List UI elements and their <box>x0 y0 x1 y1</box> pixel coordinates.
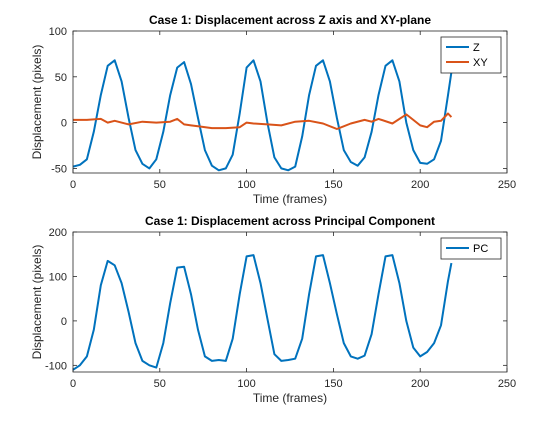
plot-area <box>73 232 507 372</box>
series-line-pc <box>72 254 453 371</box>
chart-title: Case 1: Displacement across Principal Co… <box>145 214 435 228</box>
y-tick-label: 100 <box>49 271 67 283</box>
x-tick-label: 100 <box>237 179 255 191</box>
legend-box <box>440 36 502 74</box>
legend-label-z: Z <box>473 42 480 54</box>
y-tick-label: 100 <box>49 26 67 38</box>
x-tick-label: 150 <box>324 179 342 191</box>
x-tick-label: 250 <box>498 378 516 390</box>
x-tick-label: 150 <box>324 378 342 390</box>
y-axis-label: Displacement (pixels) <box>30 245 44 360</box>
plot-area <box>73 31 507 173</box>
chart-title: Case 1: Displacement across Z axis and X… <box>149 13 431 27</box>
y-tick-label: 0 <box>61 316 67 328</box>
y-tick-label: -100 <box>45 360 67 372</box>
x-tick-label: 100 <box>237 378 255 390</box>
legend-box <box>440 237 502 260</box>
legend: PC <box>440 237 502 260</box>
x-tick-label: 250 <box>498 179 516 191</box>
y-axis-label: Displacement (pixels) <box>30 45 44 160</box>
x-axis-label: Time (frames) <box>253 192 327 206</box>
x-tick-label: 50 <box>154 378 166 390</box>
x-tick-label: 0 <box>70 179 76 191</box>
legend: Z XY <box>440 36 502 74</box>
y-tick-label: -50 <box>51 163 67 175</box>
series-line-xy <box>73 112 453 130</box>
x-axis-label: Time (frames) <box>253 391 327 405</box>
x-tick-label: 200 <box>411 378 429 390</box>
axes-box <box>72 30 508 174</box>
x-tick-label: 0 <box>70 378 76 390</box>
y-tick-label: 200 <box>49 227 67 239</box>
axes-box <box>72 231 508 373</box>
y-tick-label: 50 <box>55 72 67 84</box>
x-tick-label: 200 <box>411 179 429 191</box>
x-tick-label: 50 <box>154 179 166 191</box>
series-line-z <box>72 59 453 172</box>
y-tick-label: 0 <box>61 118 67 130</box>
legend-label-pc: PC <box>473 243 488 255</box>
legend-label-xy: XY <box>473 57 488 69</box>
